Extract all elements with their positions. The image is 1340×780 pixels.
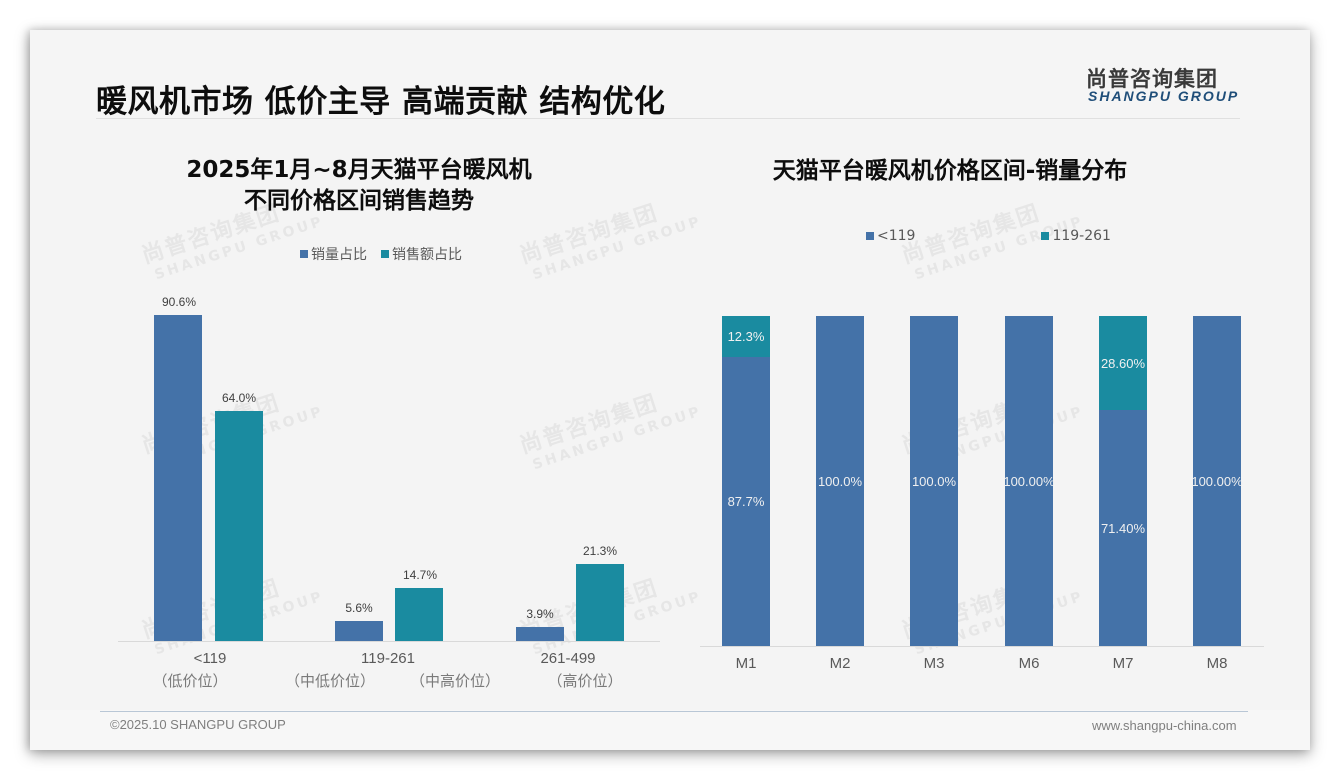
bar-amount-261-499 [576, 564, 624, 641]
right-chart-legend: <119 119-261 [866, 228, 1111, 244]
left-chart-title: 2025年1月~8月天猫平台暖风机 不同价格区间销售趋势 [144, 155, 574, 217]
segment-value: 100.0% [911, 473, 957, 489]
header-band [30, 30, 1310, 120]
bar-volume-261-499 [516, 627, 564, 641]
x-axis-label: M1 [735, 655, 757, 672]
x-axis-label: M7 [1112, 655, 1134, 672]
segment-119-261: 28.60% [1099, 316, 1147, 410]
segment-lt119: 100.0% [816, 316, 864, 646]
right-chart-title: 天猫平台暖风机价格区间-销量分布 [772, 158, 1128, 184]
footer-copyright: ©2025.10 SHANGPU GROUP [110, 717, 286, 732]
stacked-bar-m8: 100.00% [1191, 316, 1243, 646]
left-chart-legend: 销量占比 销售额占比 [300, 244, 462, 264]
title-divider [96, 118, 1240, 119]
segment-value: 71.40% [1100, 520, 1146, 536]
value-label: 64.0% [221, 391, 257, 405]
x-axis-sublabel: （低价位） [152, 672, 228, 690]
legend-item-volume: 销量占比 [300, 244, 367, 264]
segment-value: 12.3% [727, 329, 765, 344]
segment-value: 87.7% [727, 494, 765, 509]
left-chart-x-axis [118, 641, 660, 642]
value-label: 3.9% [526, 607, 554, 621]
footer-website-link[interactable]: www.shangpu-china.com [1092, 718, 1237, 733]
legend-swatch-teal [381, 250, 389, 258]
legend-item-lt119: <119 [866, 228, 915, 244]
value-label: 14.7% [402, 568, 438, 582]
legend-label: 119-261 [1052, 228, 1111, 244]
legend-label: 销售额占比 [392, 247, 462, 263]
stacked-bar-m2: 100.0% [816, 316, 864, 646]
legend-swatch-teal [1041, 232, 1050, 240]
stacked-bar-m6: 100.00% [1003, 316, 1055, 646]
x-axis-label: M3 [923, 655, 945, 672]
bar-volume-lt119 [154, 315, 202, 641]
stacked-bar-m1: 12.3% 87.7% [722, 316, 770, 646]
segment-value: 100.00% [1191, 473, 1243, 489]
bar-volume-119-261 [335, 621, 383, 641]
segment-lt119: 71.40% [1099, 410, 1147, 646]
x-axis-sublabel: （中低价位） [284, 672, 375, 690]
legend-label: <119 [877, 228, 916, 244]
legend-label: 销量占比 [311, 247, 367, 263]
right-chart-x-axis [700, 646, 1264, 647]
value-label: 5.6% [345, 601, 373, 615]
x-axis-label: 119-261 [361, 650, 415, 667]
x-axis-label: M2 [829, 655, 851, 672]
x-axis-label: <119 [193, 650, 227, 667]
segment-value: 28.60% [1100, 355, 1146, 371]
x-axis-sublabel: （高价位） [547, 672, 623, 690]
logo-text-cn: 尚普咨询集团 [1086, 67, 1218, 91]
segment-lt119: 100.00% [1191, 316, 1243, 646]
segment-lt119: 87.7% [722, 357, 770, 646]
page-title: 暖风机市场 低价主导 高端贡献 结构优化 [96, 84, 666, 120]
x-axis-label: M6 [1018, 655, 1040, 672]
legend-item-amount: 销售额占比 [381, 244, 462, 264]
stacked-bar-m3: 100.0% [910, 316, 958, 646]
legend-item-119-261: 119-261 [1041, 228, 1111, 244]
left-chart-title-line1: 2025年1月~8月天猫平台暖风机 [186, 157, 532, 183]
footer-band [30, 710, 1310, 750]
x-axis-label: 261-499 [540, 650, 596, 667]
x-axis-label: M8 [1206, 655, 1228, 672]
slide: 尚普咨询集团 SHANGPU GROUP 尚普咨询集团 SHANGPU GROUP … [30, 30, 1310, 750]
bar-amount-lt119 [215, 411, 263, 641]
footer-divider [100, 711, 1248, 712]
value-label: 90.6% [161, 295, 197, 309]
legend-swatch-blue [300, 250, 308, 258]
stacked-bar-m7: 28.60% 71.40% [1099, 316, 1147, 646]
bar-amount-119-261 [395, 588, 443, 641]
legend-swatch-blue [866, 232, 874, 240]
segment-lt119: 100.0% [910, 316, 958, 646]
segment-value: 100.00% [1003, 473, 1055, 489]
logo-text-en: SHANGPU GROUP [1088, 88, 1240, 104]
x-axis-sublabel: （中高价位） [409, 672, 500, 690]
segment-lt119: 100.00% [1003, 316, 1055, 646]
left-chart-title-line2: 不同价格区间销售趋势 [244, 188, 474, 214]
segment-value: 100.0% [817, 473, 863, 489]
segment-119-261: 12.3% [722, 316, 770, 357]
value-label: 21.3% [582, 544, 618, 558]
